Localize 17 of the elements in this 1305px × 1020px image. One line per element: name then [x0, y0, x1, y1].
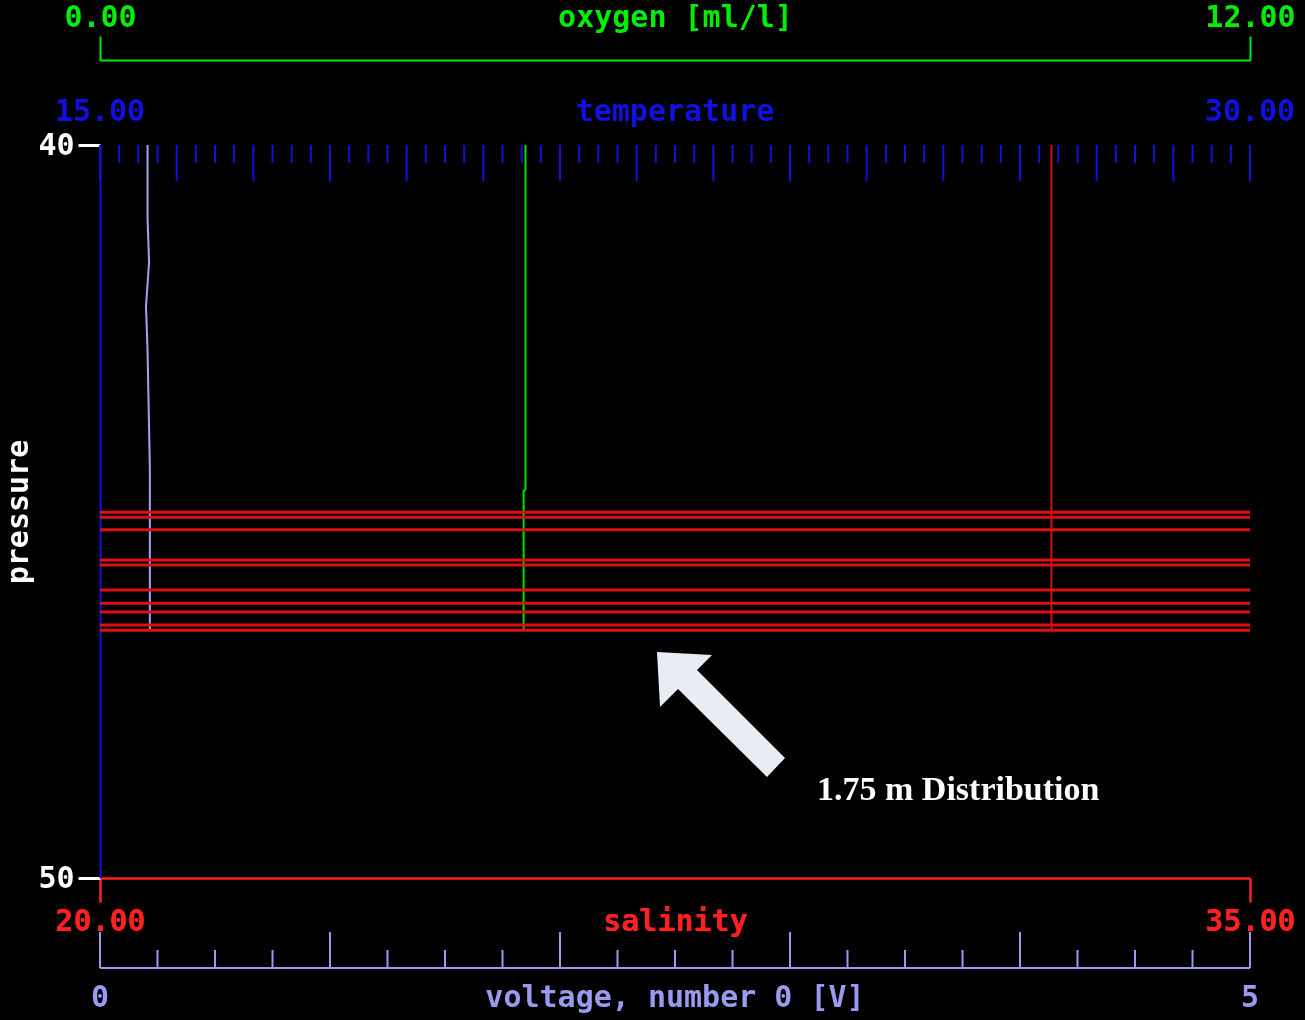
x2-tick-label: 0.00: [64, 0, 137, 34]
y-axis-title: pressure: [0, 439, 35, 585]
x-tick-label: 35.00: [1205, 902, 1296, 938]
x2-axis-title: oxygen [ml/l]: [558, 0, 793, 34]
text: voltage, number 0 [V]: [485, 979, 865, 1014]
text: 30.00: [1204, 93, 1296, 128]
x2-tick-label: 12.00: [1205, 0, 1296, 34]
line-series: [145, 145, 151, 632]
x-tick-label: 20.00: [55, 902, 146, 938]
text: 0: [90, 979, 110, 1014]
text: temperature: [575, 93, 775, 128]
text: 5: [1240, 979, 1260, 1014]
text: 15.00: [54, 93, 146, 128]
annotation: 1.75 m Distribution: [817, 770, 1100, 807]
y-tick-label: 40: [38, 126, 75, 162]
y-tick-label: 50: [38, 859, 75, 895]
x-axis-title: salinity: [603, 902, 748, 938]
